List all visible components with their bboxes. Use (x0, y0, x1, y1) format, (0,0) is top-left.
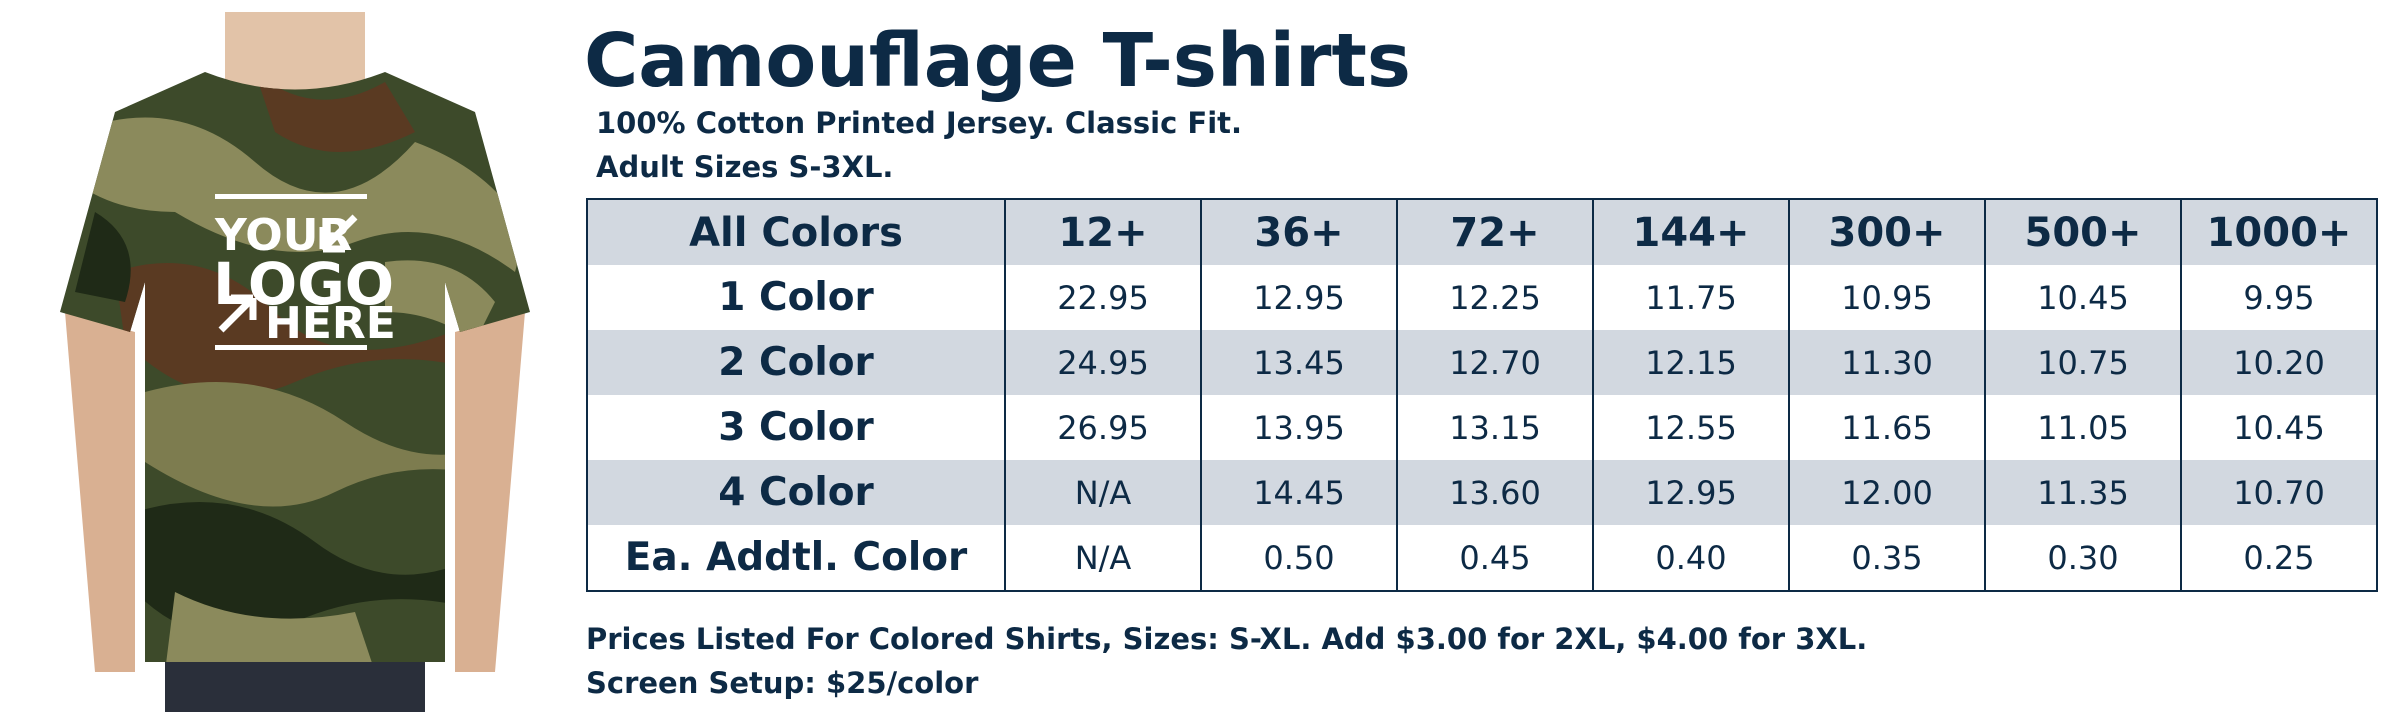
table-cell: 13.45 (1200, 330, 1397, 395)
table-cell: 11.05 (1984, 395, 2181, 460)
table-cell: 0.40 (1592, 525, 1789, 591)
table-cell: 0.35 (1788, 525, 1985, 591)
table-cell: 11.30 (1788, 330, 1985, 395)
table-cell: 12+ (1004, 199, 1201, 265)
logo-rule (215, 194, 367, 199)
table-cell: 10.45 (1984, 265, 2181, 330)
table-cell: 1000+ (2180, 199, 2377, 265)
table-cell: 12.70 (1396, 330, 1593, 395)
table-cell: 9.95 (2180, 265, 2377, 330)
logo-text: HERE (265, 298, 396, 349)
table-cell: 12.00 (1788, 460, 1985, 525)
table-cell: 12.95 (1592, 460, 1789, 525)
table-cell: 26.95 (1004, 395, 1201, 460)
table-cell: 0.25 (2180, 525, 2377, 591)
row-label: 4 Color (718, 470, 874, 515)
table-cell: 12.15 (1592, 330, 1789, 395)
table-cell: 10.70 (2180, 460, 2377, 525)
price-table: All Colors 12+ 36+ 72+ 144+ 300+ 500+ 1000+ 1 Co… (586, 198, 2378, 592)
table-cell: 11.35 (1984, 460, 2181, 525)
row-label: 2 Color (718, 340, 874, 385)
table-cell: 300+ (1788, 199, 1985, 265)
table-row: 1 Color 22.95 12.95 12.25 11.75 10.95 10.45 9.9… (587, 265, 2377, 330)
row-label: 1 Color (718, 275, 874, 320)
table-cell: 12.55 (1592, 395, 1789, 460)
table-cell: 11.65 (1788, 395, 1985, 460)
table-cell: N/A (1004, 525, 1201, 591)
table-cell: 500+ (1984, 199, 2181, 265)
table-row: Ea. Addtl. Color N/A 0.50 0.45 0.40 0.35 0.30 0… (587, 525, 2377, 591)
table-cell: 14.45 (1200, 460, 1397, 525)
table-cell: 13.60 (1396, 460, 1593, 525)
table-row: All Colors 12+ 36+ 72+ 144+ 300+ 500+ 1000+ (587, 199, 2377, 265)
table-cell: 11.75 (1592, 265, 1789, 330)
table-cell: 10.45 (2180, 395, 2377, 460)
table-cell: 0.30 (1984, 525, 2181, 591)
table-cell: 36+ (1200, 199, 1397, 265)
logo-rule (215, 345, 367, 350)
footnote: Prices Listed For Colored Shirts, Sizes:… (586, 622, 1868, 656)
table-cell: 10.20 (2180, 330, 2377, 395)
table-cell: N/A (1004, 460, 1201, 525)
table-row: 3 Color 26.95 13.95 13.15 12.55 11.65 11.05 10.… (587, 395, 2377, 460)
table-cell: 72+ (1396, 199, 1593, 265)
table-cell: 10.95 (1788, 265, 1985, 330)
row-label: 3 Color (718, 405, 874, 450)
row-label: Ea. Addtl. Color (624, 535, 968, 580)
table-cell: 0.45 (1396, 525, 1593, 591)
title: Camouflage T-shirts (584, 18, 1411, 104)
table-row: 4 Color N/A 14.45 13.60 12.95 12.00 11.35 10.70 (587, 460, 2377, 525)
table-cell: 22.95 (1004, 265, 1201, 330)
table-cell: 0.50 (1200, 525, 1397, 591)
table-cell: 12.25 (1396, 265, 1593, 330)
footnote: Screen Setup: $25/color (586, 666, 979, 700)
table-row: 2 Color 24.95 13.45 12.70 12.15 11.30 10.75 10.… (587, 330, 2377, 395)
table-cell: 10.75 (1984, 330, 2181, 395)
table-cell: 12.95 (1200, 265, 1397, 330)
table-cell: 144+ (1592, 199, 1789, 265)
table-cell: 13.15 (1396, 395, 1593, 460)
table-cell: 13.95 (1200, 395, 1397, 460)
product-image: YOUR LOGO HERE (60, 12, 530, 712)
subtitle: Adult Sizes S-3XL. (596, 150, 894, 184)
subtitle: 100% Cotton Printed Jersey. Classic Fit. (596, 106, 1243, 140)
table-cell: 24.95 (1004, 330, 1201, 395)
row-label: All Colors (689, 209, 903, 256)
